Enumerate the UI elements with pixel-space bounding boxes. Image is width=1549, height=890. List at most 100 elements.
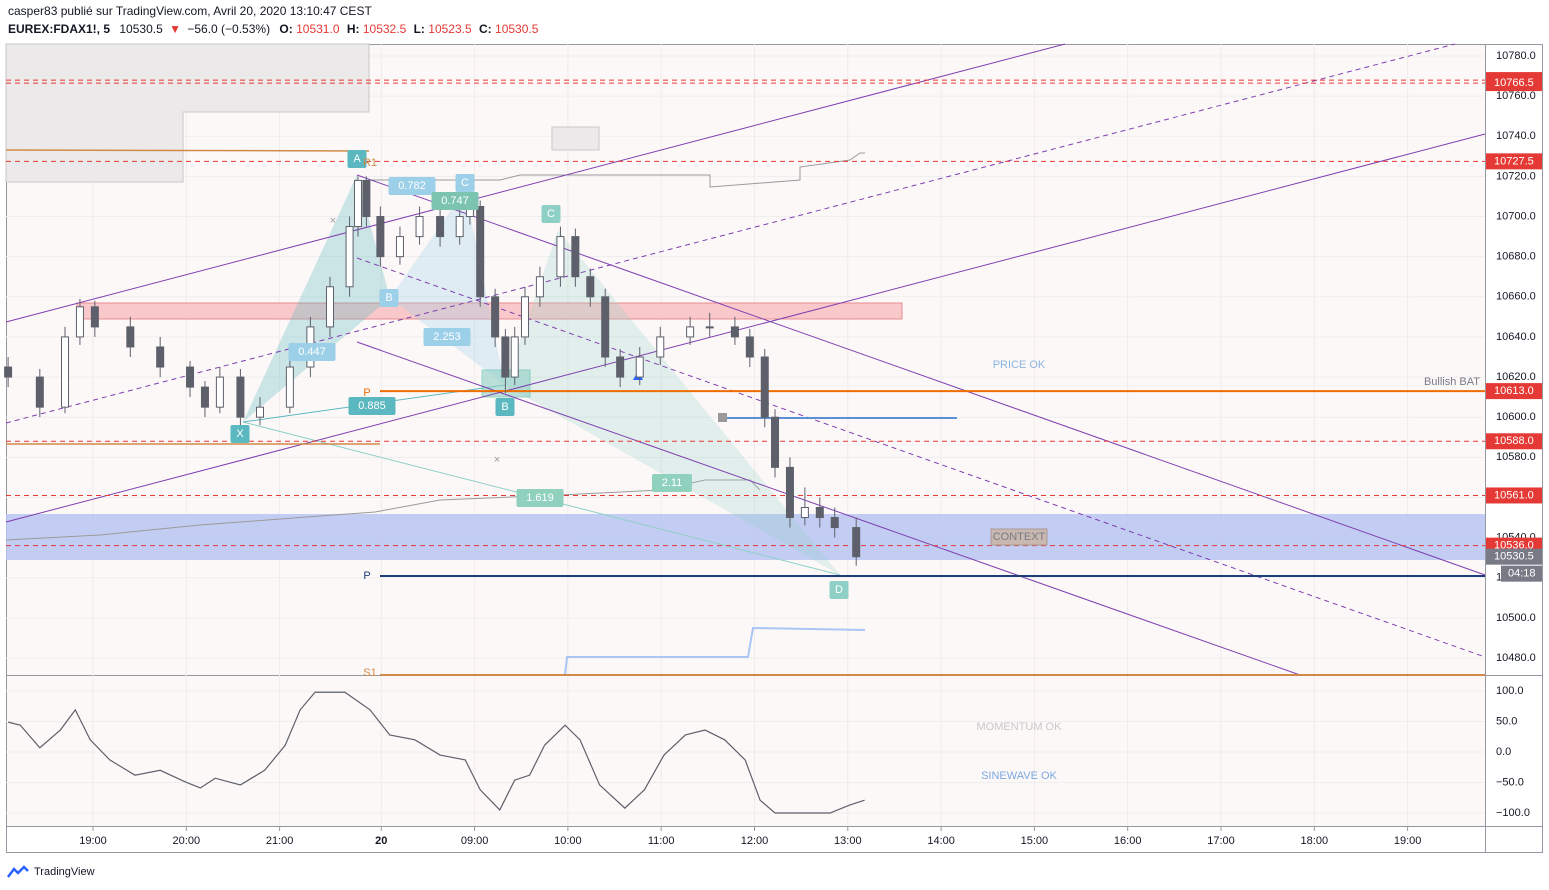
price-label-box bbox=[1486, 433, 1542, 450]
note: SINEWAVE OK bbox=[981, 770, 1057, 782]
candle-body bbox=[510, 336, 519, 378]
pattern-label: A bbox=[353, 153, 361, 165]
marker bbox=[718, 413, 727, 422]
price-label: 10766.5 bbox=[1494, 77, 1534, 89]
footer-brand: TradingView bbox=[34, 866, 95, 878]
candle-body bbox=[852, 527, 861, 558]
y-tick-label: 10620.0 bbox=[1496, 371, 1536, 383]
candle-body bbox=[362, 179, 371, 218]
x-tick-label: 19:00 bbox=[1394, 835, 1422, 847]
pattern-label: 2.11 bbox=[662, 477, 683, 489]
y-tick-label: 10720.0 bbox=[1496, 170, 1536, 182]
context-box bbox=[990, 528, 1048, 546]
candle-body bbox=[126, 326, 135, 348]
change: −56.0 (−0.53%) bbox=[187, 22, 270, 36]
cross-marker: × bbox=[330, 215, 336, 227]
note: R1 bbox=[363, 157, 377, 169]
pattern-label: 0.885 bbox=[358, 400, 386, 412]
high-value: 10532.5 bbox=[363, 22, 407, 36]
candle-body bbox=[635, 356, 644, 378]
x-tick-label: 19:00 bbox=[79, 835, 107, 847]
osc-tick-label: 100.0 bbox=[1496, 685, 1524, 697]
y-tick-label: 10700.0 bbox=[1496, 210, 1536, 222]
y-tick-label: 10780.0 bbox=[1496, 50, 1536, 62]
osc-tick-label: −100.0 bbox=[1496, 807, 1530, 819]
note: P bbox=[363, 570, 370, 582]
candle-body bbox=[830, 517, 839, 529]
note: CONTEXT bbox=[993, 531, 1046, 543]
close-label: C: bbox=[479, 22, 492, 36]
pattern-label: 0.747 bbox=[441, 195, 469, 207]
pattern-label-box bbox=[541, 205, 561, 223]
y-tick-label: 10760.0 bbox=[1496, 90, 1536, 102]
candle-body bbox=[35, 376, 44, 408]
candle-body bbox=[800, 507, 809, 519]
open-label: O: bbox=[279, 22, 292, 36]
symbol: EUREX:FDAX1!, 5 bbox=[8, 22, 110, 36]
price-label: 10561.0 bbox=[1494, 489, 1534, 501]
candle-body bbox=[656, 336, 665, 358]
candle-body bbox=[520, 296, 529, 338]
high-label: H: bbox=[347, 22, 360, 36]
oscillator-pane bbox=[6, 676, 1485, 826]
price-label: 10727.5 bbox=[1494, 155, 1534, 167]
x-tick-label: 14:00 bbox=[927, 835, 955, 847]
x-tick-label: 16:00 bbox=[1114, 835, 1142, 847]
x-tick-label: 09:00 bbox=[461, 835, 489, 847]
candle-body bbox=[686, 326, 695, 338]
pattern-label: 1.619 bbox=[526, 492, 554, 504]
trend-line bbox=[356, 341, 1301, 676]
pattern-label: C bbox=[547, 208, 555, 220]
trend-line bbox=[5, 133, 1486, 523]
demand-zone bbox=[6, 514, 1485, 560]
pattern-label: B bbox=[501, 401, 508, 413]
pattern-label: 0.447 bbox=[298, 346, 326, 358]
candle-body bbox=[90, 306, 99, 328]
y-tick-label: 10660.0 bbox=[1496, 291, 1536, 303]
candle-body bbox=[785, 466, 794, 519]
candle-body bbox=[616, 356, 625, 378]
pattern-label-box bbox=[516, 489, 564, 507]
ohlc-header: EUREX:FDAX1!, 5 10530.5 ▼ −56.0 (−0.53%)… bbox=[8, 22, 539, 36]
candle-body bbox=[535, 276, 544, 298]
candle-body bbox=[586, 276, 595, 298]
candle-body bbox=[760, 356, 769, 418]
y-tick-label: 10480.0 bbox=[1496, 652, 1536, 664]
cross-marker: × bbox=[494, 454, 500, 466]
y-tick-label: 10640.0 bbox=[1496, 331, 1536, 343]
price-label: 10613.0 bbox=[1494, 385, 1534, 397]
pattern-label: X bbox=[236, 428, 244, 440]
note: PRICE OK bbox=[993, 359, 1046, 371]
pattern-label-box bbox=[379, 289, 399, 307]
candle-body bbox=[156, 346, 165, 368]
x-tick-label: 11:00 bbox=[648, 835, 675, 847]
pattern-label: D bbox=[835, 584, 843, 596]
x-tick-label: 20:00 bbox=[173, 835, 201, 847]
candle-body bbox=[436, 216, 445, 238]
logo bbox=[7, 865, 29, 878]
price-label-box bbox=[1486, 75, 1542, 92]
osc-tick-label: −50.0 bbox=[1496, 776, 1524, 788]
candle-body bbox=[771, 416, 780, 468]
x-tick-label: 15:00 bbox=[1021, 835, 1049, 847]
candle-body bbox=[215, 376, 224, 408]
step-line bbox=[5, 479, 761, 541]
candle-body bbox=[345, 226, 354, 288]
price-label: 10588.0 bbox=[1494, 435, 1534, 447]
note: MOMENTUM OK bbox=[977, 721, 1063, 733]
change-arrow: ▼ bbox=[169, 22, 181, 36]
candle-body bbox=[75, 306, 84, 338]
pattern-label-box bbox=[348, 397, 396, 415]
candle-body bbox=[815, 507, 824, 519]
low-value: 10523.5 bbox=[428, 22, 472, 36]
candle-body bbox=[455, 216, 464, 238]
last-price: 10530.5 bbox=[119, 22, 163, 36]
osc-tick-label: 50.0 bbox=[1496, 715, 1517, 727]
close-value: 10530.5 bbox=[495, 22, 539, 36]
oscillator-line bbox=[7, 691, 865, 814]
price-pane bbox=[6, 44, 1485, 675]
low-label: L: bbox=[414, 22, 425, 36]
x-tick-label: 18:00 bbox=[1301, 835, 1329, 847]
candle-body bbox=[395, 236, 404, 258]
